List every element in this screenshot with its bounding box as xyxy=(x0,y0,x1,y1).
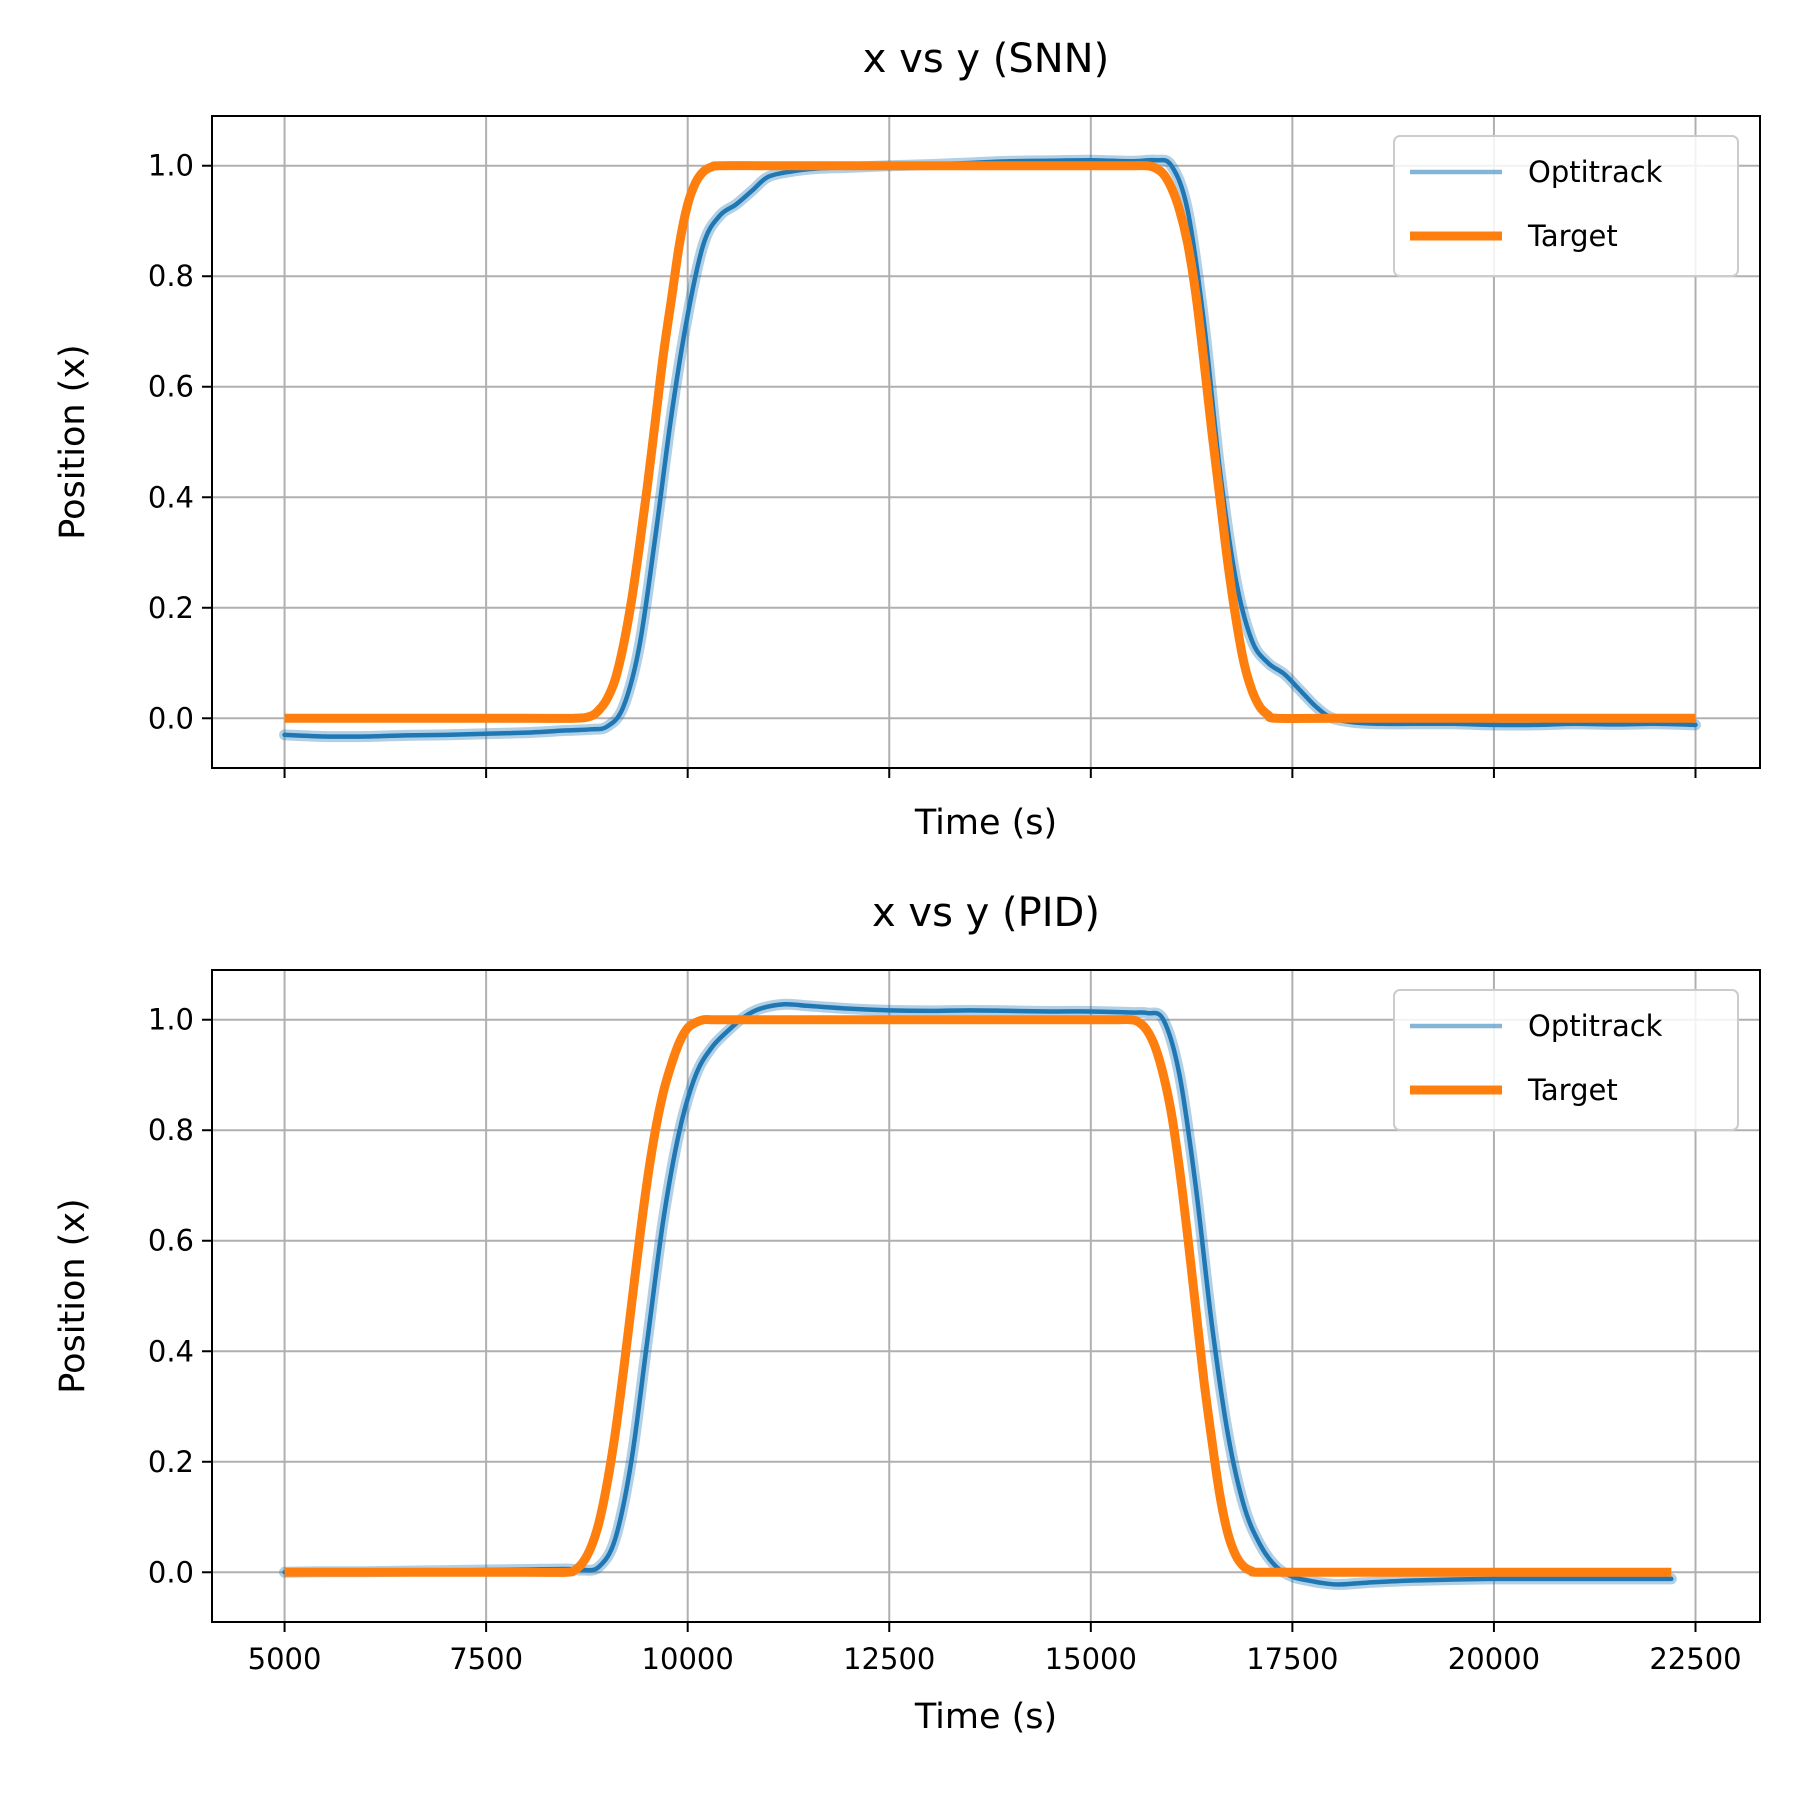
series-line-optitrack xyxy=(282,1001,1674,1587)
grid xyxy=(212,970,1760,1622)
y-tick-label: 0.8 xyxy=(148,259,194,293)
y-tick-label: 0.6 xyxy=(148,1224,194,1258)
legend-label-optitrack: Optitrack xyxy=(1528,155,1663,189)
y-axis-label: Position (x) xyxy=(53,344,93,539)
x-tick-label: 5000 xyxy=(248,1642,322,1676)
y-tick-label: 1.0 xyxy=(148,149,194,183)
y-tick-label: 0.6 xyxy=(148,370,194,404)
legend-label-optitrack: Optitrack xyxy=(1528,1009,1663,1043)
chart-panel-2: 5000 7500 10000 12500 15000 17500 20000 22500 0.… xyxy=(53,890,1761,1737)
y-axis-label: Position (x) xyxy=(53,1198,93,1393)
x-tick-label: 22500 xyxy=(1649,1642,1741,1676)
y-tick-label: 0.4 xyxy=(148,1334,194,1368)
chart-title: x vs y (PID) xyxy=(872,890,1100,936)
axes-frame xyxy=(211,969,1761,1623)
x-tick-label: 12500 xyxy=(843,1642,935,1676)
x-axis-label: Time (s) xyxy=(914,1697,1057,1737)
y-tick-label: 0.4 xyxy=(148,480,194,514)
series-group xyxy=(279,154,1701,743)
y-tick-label: 0.0 xyxy=(148,701,194,735)
x-tick-label: 20000 xyxy=(1448,1642,1540,1676)
chart-panel-1: 0.0 0.2 0.4 0.6 0.8 1.0 x vs y (SNN) Time (s) Po… xyxy=(53,36,1761,843)
series-line-target xyxy=(284,161,1696,724)
x-tick-label: 10000 xyxy=(642,1642,734,1676)
series-line-target xyxy=(284,1015,1672,1577)
x-tick-label: 17500 xyxy=(1246,1642,1338,1676)
legend-label-target: Target xyxy=(1527,219,1618,253)
y-tick-label: 0.2 xyxy=(148,1445,194,1479)
chart-title: x vs y (SNN) xyxy=(863,36,1109,82)
y-tick-label: 0.2 xyxy=(148,591,194,625)
x-tick-label: 7500 xyxy=(449,1642,523,1676)
legend: Optitrack Target xyxy=(1393,135,1739,277)
legend-label-target: Target xyxy=(1527,1073,1618,1107)
y-tick-label: 1.0 xyxy=(148,1003,194,1037)
x-axis-label: Time (s) xyxy=(914,803,1057,843)
y-tick-label: 0.0 xyxy=(148,1555,194,1589)
y-tick-label: 0.8 xyxy=(148,1113,194,1147)
x-tick-label: 15000 xyxy=(1045,1642,1137,1676)
axes-frame xyxy=(211,115,1761,769)
series-group xyxy=(279,998,1677,1590)
legend: Optitrack Target xyxy=(1393,989,1739,1131)
